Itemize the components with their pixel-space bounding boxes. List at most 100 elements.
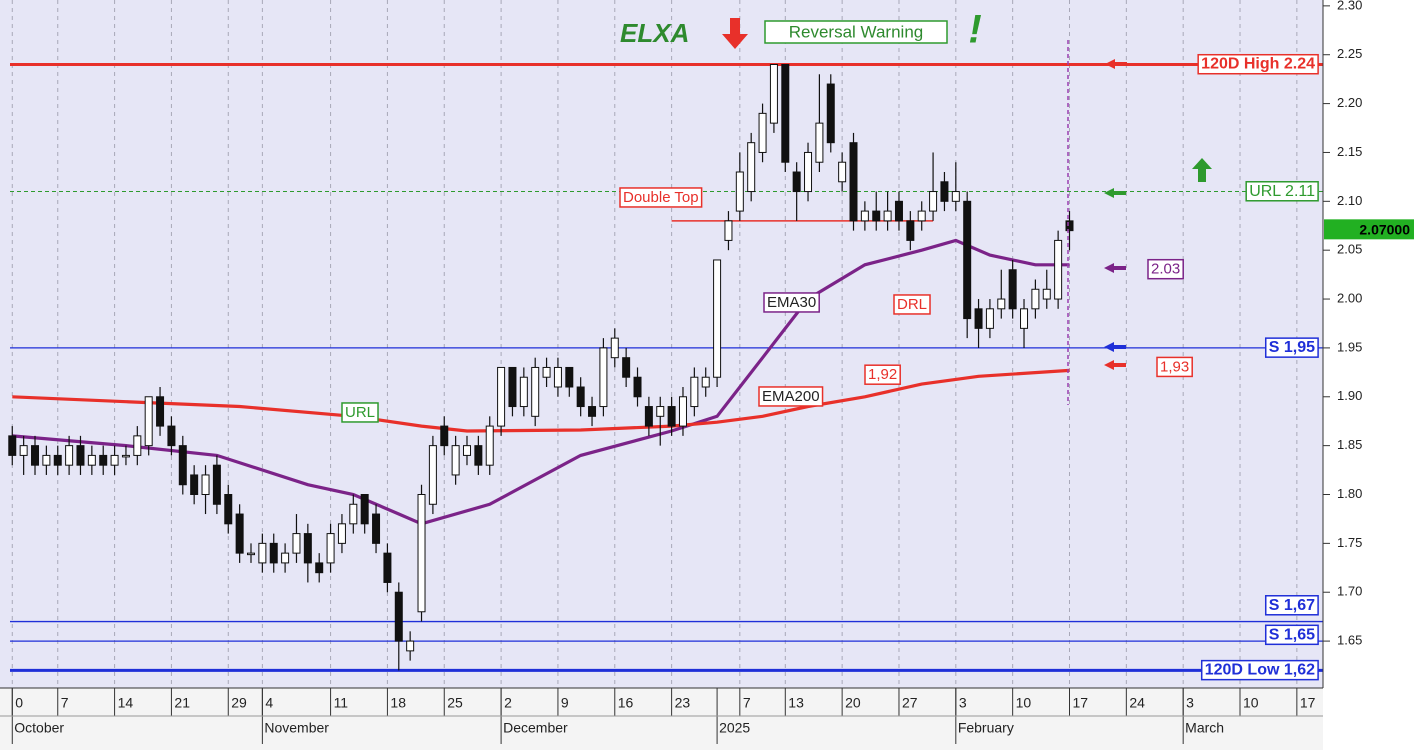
candle-body bbox=[417, 494, 426, 613]
y-tick-label: 1.95 bbox=[1337, 339, 1362, 354]
level-arrow bbox=[1104, 360, 1126, 370]
x-tick-label: 4 bbox=[265, 695, 273, 711]
price-label: 1,93 bbox=[1160, 358, 1189, 375]
y-tick-label: 1.75 bbox=[1337, 535, 1362, 550]
last-price-box bbox=[1324, 219, 1414, 240]
level-label-box bbox=[1197, 53, 1319, 75]
indicator-label-box bbox=[758, 386, 824, 407]
candle-body bbox=[838, 161, 847, 183]
candle-body bbox=[497, 366, 506, 427]
candle-body bbox=[383, 552, 392, 583]
candle-body bbox=[190, 474, 199, 496]
candle-body bbox=[224, 494, 233, 525]
candle-body bbox=[951, 191, 960, 202]
candle-body bbox=[31, 445, 40, 466]
candle-body bbox=[485, 425, 494, 466]
candle-body bbox=[724, 220, 733, 241]
candle-body bbox=[144, 396, 153, 447]
y-tick-label: 1.90 bbox=[1337, 388, 1362, 403]
candle-body bbox=[588, 406, 597, 417]
candle-body bbox=[133, 435, 142, 456]
line-label: URL bbox=[345, 404, 375, 421]
level-arrow bbox=[1105, 59, 1127, 69]
level-label: URL 2.11 bbox=[1249, 183, 1315, 200]
candle-body bbox=[178, 445, 187, 486]
level-label: 120D High 2.24 bbox=[1201, 56, 1315, 73]
price-label-box bbox=[1156, 356, 1193, 378]
month-label: November bbox=[264, 720, 329, 736]
indicator-label-box bbox=[763, 292, 820, 313]
candle-body bbox=[428, 445, 437, 505]
candle-body bbox=[940, 181, 949, 202]
candle-body bbox=[792, 171, 801, 193]
candle-body bbox=[872, 210, 881, 222]
x-tick-label: 27 bbox=[902, 695, 918, 711]
candle-body bbox=[997, 298, 1006, 310]
x-tick-label: 29 bbox=[231, 695, 247, 711]
candle-body bbox=[212, 464, 221, 505]
x-tick-label: 10 bbox=[1243, 695, 1259, 711]
y-tick-label: 2.30 bbox=[1337, 0, 1362, 12]
candle-body bbox=[769, 64, 778, 124]
x-tick-label: 13 bbox=[788, 695, 804, 711]
x-tick-label: 23 bbox=[675, 695, 691, 711]
y-tick-label: 2.05 bbox=[1337, 242, 1362, 257]
candle-body bbox=[394, 591, 403, 642]
y-tick-label: 1.65 bbox=[1337, 633, 1362, 648]
month-label: October bbox=[14, 720, 64, 736]
alert-mark: ! bbox=[968, 8, 981, 52]
candle-body bbox=[156, 396, 165, 427]
candle-body bbox=[121, 454, 130, 458]
candle-body bbox=[906, 220, 915, 241]
candle-body bbox=[87, 454, 96, 466]
level-arrow bbox=[1104, 342, 1126, 352]
price-label-box bbox=[1147, 258, 1184, 280]
candle-body bbox=[349, 503, 358, 525]
level-label: S 1,95 bbox=[1269, 339, 1315, 356]
candle-body bbox=[462, 445, 471, 456]
candle-body bbox=[656, 406, 665, 417]
candle-body bbox=[65, 445, 74, 466]
candle-body bbox=[1042, 288, 1051, 300]
y-tick-label: 2.10 bbox=[1337, 193, 1362, 208]
candle-body bbox=[326, 533, 335, 564]
x-tick-label: 17 bbox=[1300, 695, 1316, 711]
candle-body bbox=[303, 533, 312, 564]
candle-body bbox=[372, 513, 381, 544]
candle-body bbox=[610, 337, 619, 359]
candle-body bbox=[1008, 269, 1017, 310]
candle-body bbox=[1031, 288, 1040, 310]
up-arrow-icon bbox=[1192, 158, 1212, 182]
candle-body bbox=[974, 308, 983, 329]
x-tick-label: 3 bbox=[1186, 695, 1194, 711]
x-tick-label: 7 bbox=[61, 695, 69, 711]
last-price: 2.07000 bbox=[1359, 221, 1410, 237]
candle-body bbox=[622, 357, 631, 378]
candle-body bbox=[406, 640, 415, 652]
level-label: 120D Low 1,62 bbox=[1205, 662, 1315, 679]
x-tick-label: 2 bbox=[504, 695, 512, 711]
candles bbox=[8, 64, 1074, 671]
candle-body bbox=[963, 200, 972, 320]
candle-body bbox=[804, 151, 813, 193]
x-tick-label: 16 bbox=[618, 695, 634, 711]
candle-body bbox=[849, 142, 858, 222]
labels: 120D High 2.24 URL 2.11 S 1,95 S 1,67 S 1,65… bbox=[341, 53, 1319, 681]
candle-body bbox=[360, 494, 369, 525]
candle-body bbox=[247, 552, 256, 556]
y-tick-label: 1.80 bbox=[1337, 486, 1362, 501]
x-tick-label: 20 bbox=[845, 695, 861, 711]
candle-body bbox=[553, 366, 562, 388]
candle-body bbox=[542, 366, 551, 378]
candle-body bbox=[735, 171, 744, 212]
candle-body bbox=[576, 386, 585, 408]
level-arrow bbox=[1104, 263, 1126, 273]
x-tick-label: 17 bbox=[1072, 695, 1088, 711]
month-label: February bbox=[958, 720, 1014, 736]
candle-body bbox=[474, 445, 483, 466]
candle-body bbox=[667, 406, 676, 427]
candle-body bbox=[985, 308, 994, 329]
y-axis-background bbox=[1323, 0, 1414, 750]
candle-body bbox=[758, 112, 767, 153]
